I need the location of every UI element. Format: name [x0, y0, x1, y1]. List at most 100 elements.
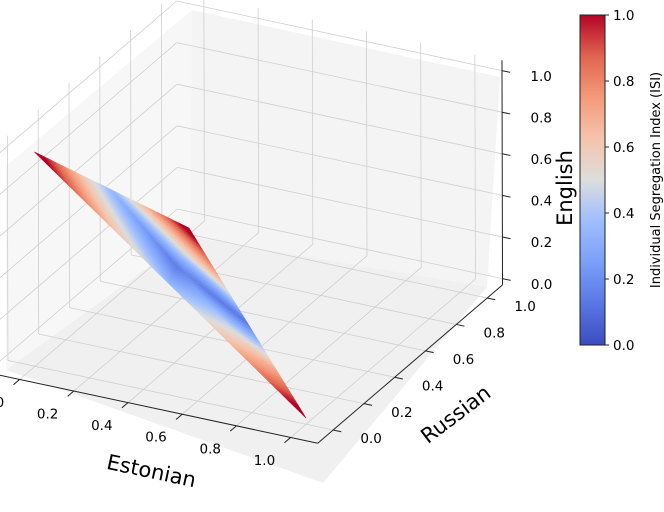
x-tick-label: 0.8: [199, 441, 220, 457]
z-tick-label: 0.0: [531, 277, 552, 293]
colorbar-tick-label: 0.8: [613, 74, 634, 90]
z-axis-line: [501, 60, 504, 285]
surface-patch: [190, 234, 198, 242]
colorbar: 0.0 0.2 0.4 0.6 0.8 1.0 Individual Segregatio…: [579, 8, 664, 354]
grid-line-back-z: [176, 0, 503, 71]
surface-patch: [211, 269, 219, 276]
grid-line-left-y: [6, 135, 9, 361]
y-tick-mark: [333, 429, 342, 433]
surface-patch: [267, 359, 275, 367]
surface-patch: [270, 364, 278, 371]
colorbar-tick-label: 0.2: [613, 272, 634, 288]
isi-surface: [34, 151, 307, 419]
grid-line-left-y: [68, 82, 70, 308]
z-tick-label: 0.8: [530, 110, 551, 126]
surface-patch: [201, 251, 208, 259]
y-tick-mark: [425, 350, 434, 354]
grid-line-floor-x: [290, 278, 476, 438]
surface-patch: [241, 316, 248, 324]
surface-patch: [262, 351, 270, 358]
x-tick-label: 0.4: [91, 418, 112, 434]
surface-patch: [209, 264, 216, 272]
z-tick-mark: [502, 194, 511, 198]
y-tick-label: 1.0: [514, 299, 535, 315]
surface-patch: [217, 277, 224, 285]
grid-line-back-z: [177, 208, 503, 279]
surface-patch: [278, 377, 285, 384]
z-tick-label: 0.2: [531, 235, 552, 251]
x-tick-label: 0.2: [37, 406, 58, 422]
z-axis-title: English: [553, 150, 577, 226]
x-tick-label: 1.0: [254, 453, 275, 469]
grid-line-floor-x: [181, 255, 368, 415]
surface-patch: [246, 325, 254, 332]
x-tick-mark: [13, 379, 20, 386]
grid-line-floor-y: [38, 333, 364, 405]
y-tick-mark: [487, 297, 496, 301]
z-tick-label: 0.6: [531, 152, 552, 168]
y-tick-label: 0.4: [422, 378, 443, 394]
z-tick-label: 0.4: [531, 194, 552, 210]
surface-patch: [225, 290, 232, 298]
surface-patch: [187, 230, 195, 237]
surface-patch: [299, 411, 307, 419]
grid-line-floor-y: [161, 228, 488, 299]
surface-patch: [281, 381, 288, 388]
x-tick-mark: [229, 425, 237, 432]
z-tick-mark: [502, 236, 511, 240]
grid-line-back-x: [420, 42, 422, 268]
z-tick-mark: [502, 153, 511, 157]
surface-patch: [291, 398, 299, 406]
colorbar-gradient: [579, 14, 606, 346]
surface-patch: [254, 338, 262, 345]
y-tick-label: 0.6: [453, 352, 474, 368]
surface-patch: [198, 247, 206, 255]
surface-patch: [185, 226, 192, 233]
x-tick-label: 0.0: [0, 395, 4, 411]
back-pane: [190, 10, 500, 287]
axis-lines: [0, 60, 504, 444]
y-tick-label: 0.0: [360, 431, 381, 447]
grid-line-left-z: [0, 83, 178, 237]
y-tick-mark: [456, 323, 465, 327]
z-tick-mark: [501, 111, 511, 115]
grid-line-back-z: [176, 83, 503, 155]
axis-ticks: 0.0 0.2 0.4 0.6 0.8 1.0 0.0 0.2 0.4 0.6 0.8 1.0 0.0 0…: [0, 69, 552, 469]
grid-line-floor-x: [236, 267, 422, 427]
surface-patch: [288, 394, 296, 401]
grid-line-left-y: [160, 3, 163, 229]
grid-line-left-y: [37, 109, 40, 335]
surface-patch: [275, 372, 283, 380]
surface-patch: [294, 403, 301, 410]
surface-patch: [286, 390, 293, 397]
x-tick-mark: [67, 390, 75, 397]
surface-patch: [259, 346, 267, 354]
grid-line-floor-y: [100, 280, 426, 352]
surface-patch: [257, 342, 264, 350]
grid-line-left-z: [0, 42, 178, 195]
surface-patch: [230, 299, 238, 306]
grid-line-left-y: [99, 56, 101, 282]
surface-patch: [195, 243, 203, 250]
surface-patch: [206, 260, 214, 268]
surface-patch: [249, 329, 256, 337]
y-tick-label: 0.2: [391, 405, 412, 421]
grid-line-back-z: [176, 42, 503, 113]
z-tick-label: 1.0: [530, 69, 551, 85]
surface-patch: [283, 385, 291, 393]
z-tick-mark: [502, 278, 511, 281]
surface-patch: [219, 282, 227, 289]
surface-patch: [243, 321, 251, 328]
y-tick-mark: [394, 376, 403, 380]
surface-patch: [193, 238, 200, 246]
grid-line-left-z: [0, 167, 178, 320]
x-axis-title: Estonian: [105, 450, 199, 492]
z-tick-mark: [501, 70, 511, 73]
surface-patch: [233, 303, 240, 311]
x-tick-mark: [175, 413, 183, 420]
axes-panes: [6, 10, 500, 483]
grid-line-left-z: [0, 125, 178, 279]
y-tick-label: 0.8: [484, 326, 505, 342]
surface-patch: [235, 308, 243, 315]
grid-line-back-z: [177, 167, 503, 238]
